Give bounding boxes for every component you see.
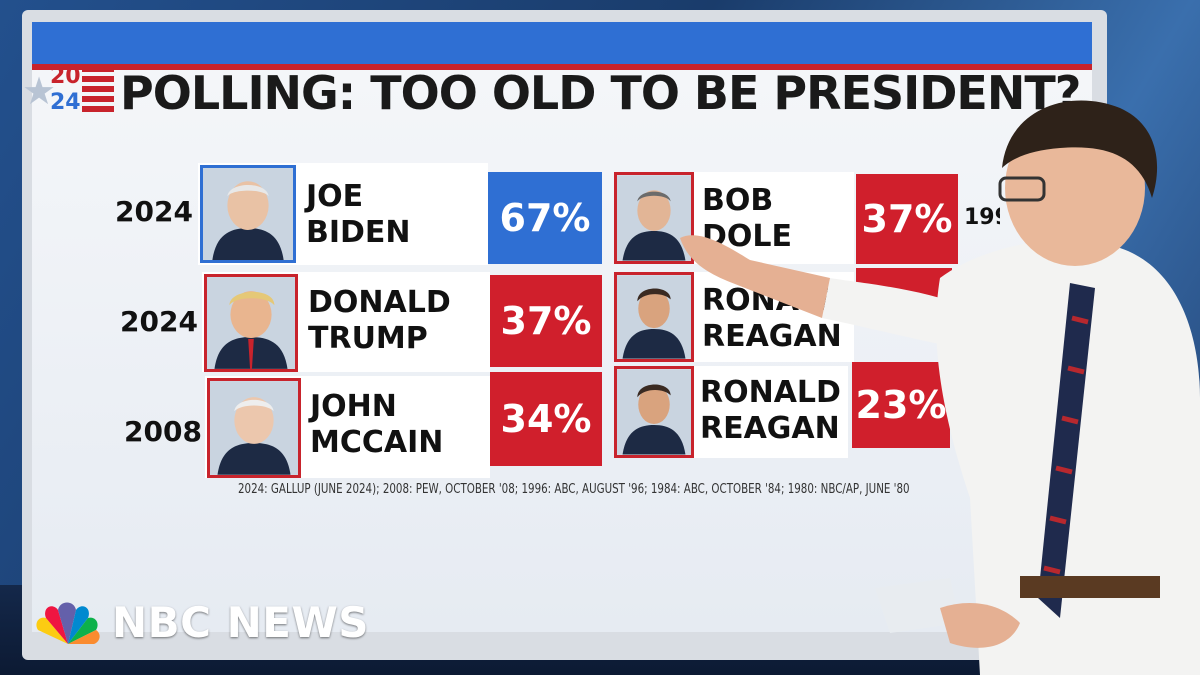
peacock-icon <box>36 602 100 644</box>
candidate-last-name: BIDEN <box>306 215 411 250</box>
screen-red-stripe <box>32 64 1092 70</box>
percent-badge: 37% <box>490 275 602 367</box>
candidate-first-name: RONALD <box>700 375 841 410</box>
network-name: NBC NEWS <box>112 598 370 647</box>
candidate-last-name: REAGAN <box>702 319 842 354</box>
candidate-first-name: JOHN <box>310 389 397 424</box>
logo-year-bottom: 24 <box>50 90 81 115</box>
candidate-first-name: BOB <box>702 183 774 218</box>
row-year-label: 2024 <box>115 195 193 228</box>
percent-badge: 37% <box>856 174 958 264</box>
candidate-photo <box>207 378 301 478</box>
flag-stripes-icon <box>82 66 114 114</box>
percent-badge: 67% <box>488 172 602 264</box>
candidate-last-name: REAGAN <box>700 411 840 446</box>
row-year-label: 2024 <box>120 305 198 338</box>
candidate-first-name: JOE <box>306 179 364 214</box>
headline: POLLING: TOO OLD TO BE PRESIDENT? <box>120 66 1081 120</box>
display-screen <box>32 22 1092 632</box>
candidate-photo <box>204 274 298 372</box>
source-note: 2024: GALLUP (JUNE 2024); 2008: PEW, OCT… <box>238 482 910 497</box>
candidate-last-name: TRUMP <box>308 321 428 356</box>
nbc-news-logo: NBC NEWS <box>32 598 369 647</box>
candidate-photo <box>200 165 296 263</box>
screen-top-bar <box>32 22 1092 64</box>
candidate-photo <box>614 272 694 362</box>
percent-badge: 34% <box>490 372 602 466</box>
logo-year-top: 20 <box>50 64 81 89</box>
election-2024-logo: ★ 20 24 <box>22 58 118 128</box>
row-year-label: 2008 <box>124 415 202 448</box>
star-icon: ★ <box>22 69 57 113</box>
candidate-photo <box>614 366 694 458</box>
row-year-label-right: 1996 <box>964 205 1000 230</box>
presenter-figure <box>680 100 1200 675</box>
percent-badge: 23% <box>852 362 950 448</box>
candidate-last-name: MCCAIN <box>310 425 444 460</box>
candidate-first-name: DONALD <box>308 285 451 320</box>
candidate-photo <box>614 172 694 264</box>
